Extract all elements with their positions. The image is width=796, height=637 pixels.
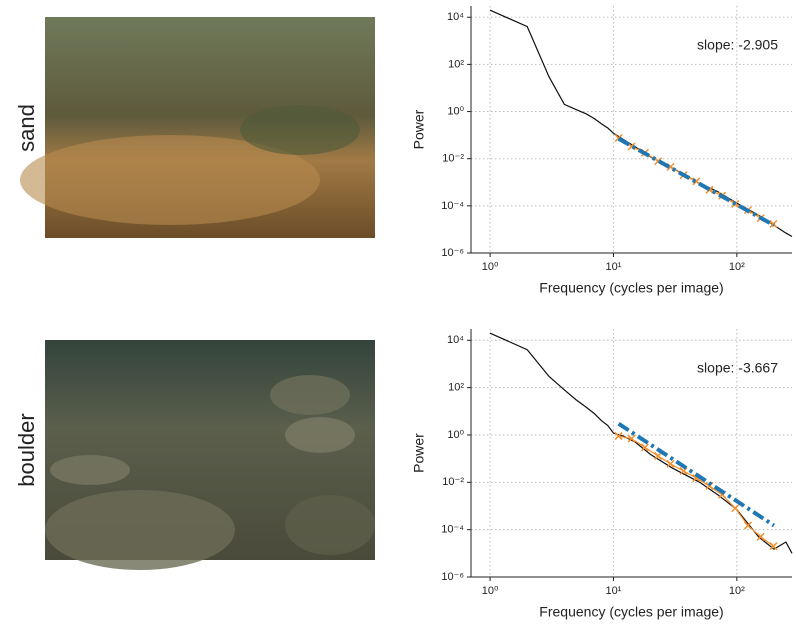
row-label: sand	[14, 104, 39, 152]
data-point	[769, 542, 778, 551]
photo-boulder	[45, 340, 375, 570]
y-tick-label: 10⁻²	[442, 476, 464, 488]
x-axis-label: Frequency (cycles per image)	[539, 604, 723, 620]
data-point	[731, 504, 740, 513]
data-point	[756, 532, 765, 541]
y-tick-label: 10⁻⁴	[441, 200, 464, 212]
x-tick-label: 10¹	[606, 585, 622, 597]
annotation: slope: -2.905	[697, 37, 778, 53]
data-point	[640, 443, 649, 452]
annotation: slope: -3.667	[697, 360, 778, 376]
x-axis-label: Frequency (cycles per image)	[539, 280, 723, 296]
y-tick-label: 10²	[448, 382, 464, 394]
y-tick-label: 10⁻⁶	[441, 247, 464, 259]
photo-sand	[20, 17, 375, 238]
x-tick-label: 10¹	[606, 261, 622, 273]
y-tick-label: 10⁻⁴	[441, 524, 464, 536]
row-label: boulder	[14, 413, 39, 486]
y-tick-label: 10⁰	[447, 429, 464, 441]
y-tick-label: 10⁻²	[442, 153, 464, 165]
data-point	[627, 434, 636, 443]
y-axis-label: Power	[411, 109, 427, 149]
data-point	[614, 432, 623, 441]
y-tick-label: 10⁴	[447, 11, 464, 23]
series-line	[617, 422, 776, 528]
y-tick-label: 10⁰	[447, 105, 464, 117]
x-tick-label: 10⁰	[482, 261, 499, 273]
series-line	[617, 137, 775, 228]
y-tick-label: 10⁻⁶	[441, 571, 464, 583]
data-point	[743, 521, 752, 530]
x-tick-label: 10⁰	[482, 585, 499, 597]
data-point	[769, 219, 778, 229]
y-tick-label: 10⁴	[447, 334, 464, 346]
data-point	[666, 459, 675, 468]
y-axis-label: Power	[411, 433, 427, 473]
data-point	[654, 451, 663, 460]
x-tick-label: 10²	[729, 585, 745, 597]
x-tick-label: 10²	[729, 261, 745, 273]
y-tick-label: 10²	[448, 58, 464, 70]
